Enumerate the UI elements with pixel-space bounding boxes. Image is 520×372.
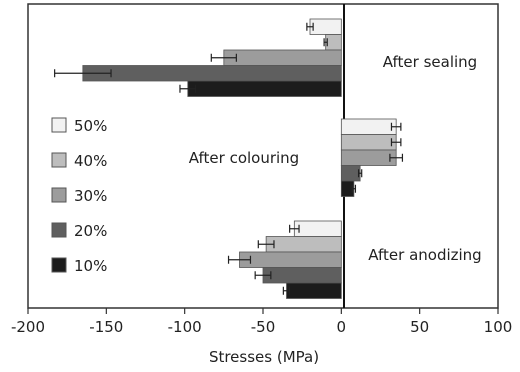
bar-after-sealing-50pct [309,18,342,35]
legend-swatch-10pct [51,257,67,273]
bar-after-anodizing-40pct [265,236,342,253]
x-tick-label: -50 [251,318,276,336]
error-bars-layer [54,22,404,295]
legend-swatch-30pct [51,187,67,203]
bar-after-anodizing-50pct [293,220,342,237]
legend: 50% 40% 30% 20% 10% [51,117,107,275]
x-tick-label: 0 [337,318,347,336]
x-tick-label: 100 [484,318,513,336]
bar-after-sealing-10pct [187,80,342,97]
bar-after-sealing-40pct [325,34,342,51]
group-label-after-colouring: After colouring [189,149,299,167]
x-tick-label: 50 [410,318,429,336]
x-tick-label: -200 [11,318,45,336]
legend-label-20pct: 20% [74,222,107,240]
bar-after-anodizing-20pct [262,267,342,284]
bar-after-anodizing-10pct [286,282,342,299]
legend-label-30pct: 30% [74,187,107,205]
bar-after-sealing-20pct [82,65,342,82]
legend-swatch-40pct [51,152,67,168]
x-tick-label: -150 [89,318,123,336]
legend-label-40pct: 40% [74,152,107,170]
bar-after-colouring-50pct [340,118,397,135]
x-axis-ticks: -200 -150 -100 -50 0 50 100 [11,308,512,336]
bars-layer [82,18,397,299]
bar-after-colouring-20pct [340,165,361,182]
x-tick-label: -100 [168,318,202,336]
legend-label-50pct: 50% [74,117,107,135]
group-label-after-anodizing: After anodizing [368,246,481,264]
x-axis-title: Stresses (MPa) [209,348,319,366]
legend-swatch-50pct [51,117,67,133]
bar-after-sealing-30pct [223,49,342,66]
bar-after-colouring-40pct [340,134,397,151]
bar-after-anodizing-30pct [239,251,342,268]
group-label-after-sealing: After sealing [383,53,477,71]
legend-label-10pct: 10% [74,257,107,275]
legend-swatch-20pct [51,222,67,238]
bar-after-colouring-30pct [340,149,397,166]
